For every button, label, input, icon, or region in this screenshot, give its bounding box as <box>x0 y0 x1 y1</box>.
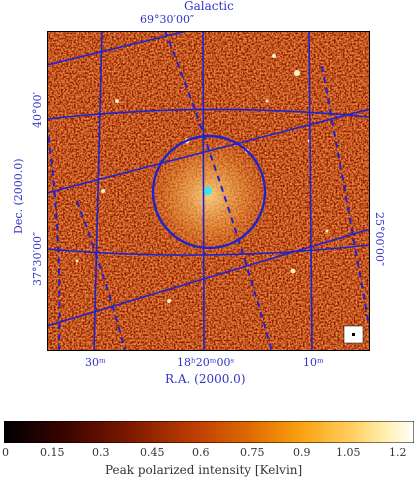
gal-dashed-2 <box>164 31 273 351</box>
cb-tick-8: 1.2 <box>389 446 407 459</box>
cb-tick-3: 0.45 <box>140 446 165 459</box>
ra-line-right <box>308 31 313 351</box>
galactic-left-label2: 37°30′00″ <box>31 231 44 286</box>
colorbar-gradient <box>4 421 414 443</box>
cb-tick-1: 0.15 <box>40 446 65 459</box>
galactic-left-label: 40°00′ <box>31 92 44 128</box>
beam-marker <box>352 333 355 336</box>
cb-tick-6: 0.9 <box>293 446 311 459</box>
gal-dashed-3 <box>321 65 370 332</box>
galactic-title: Galactic <box>184 0 234 13</box>
colorbar <box>4 421 414 443</box>
gal-line-3 <box>47 228 370 327</box>
galactic-right-label: 25°00′00″ <box>373 212 386 267</box>
colorbar-title: Peak polarized intensity [Kelvin] <box>105 463 303 477</box>
cb-tick-2: 0.3 <box>92 446 110 459</box>
galactic-top-label: 69°30′00″ <box>140 13 195 26</box>
ra-tick-center: 18ʰ20ᵐ00ˢ <box>177 356 235 369</box>
gal-line-1 <box>47 31 188 66</box>
cb-tick-0: 0 <box>2 446 9 459</box>
gal-line-2 <box>47 108 370 194</box>
ra-tick-30m: 30ᵐ <box>85 356 106 369</box>
gal-dashed-1 <box>47 125 61 351</box>
ra-axis-label: R.A. (2000.0) <box>165 372 246 386</box>
central-emission <box>137 126 281 266</box>
ra-line-center <box>202 31 205 351</box>
cb-tick-5: 0.75 <box>240 446 265 459</box>
cb-tick-7: 1.05 <box>336 446 361 459</box>
target-circle <box>151 134 267 250</box>
dec-line-bottom <box>47 244 370 256</box>
dec-line-top <box>47 108 370 120</box>
map-frame <box>47 31 370 351</box>
ra-line-left <box>93 31 103 351</box>
center-marker <box>204 187 212 195</box>
gal-dashed-4 <box>76 200 126 351</box>
polarized-intensity-map <box>47 31 370 351</box>
dec-axis-label: Dec. (2000.0) <box>12 158 25 234</box>
cb-tick-4: 0.6 <box>192 446 210 459</box>
ra-tick-10m: 10ᵐ <box>303 356 324 369</box>
